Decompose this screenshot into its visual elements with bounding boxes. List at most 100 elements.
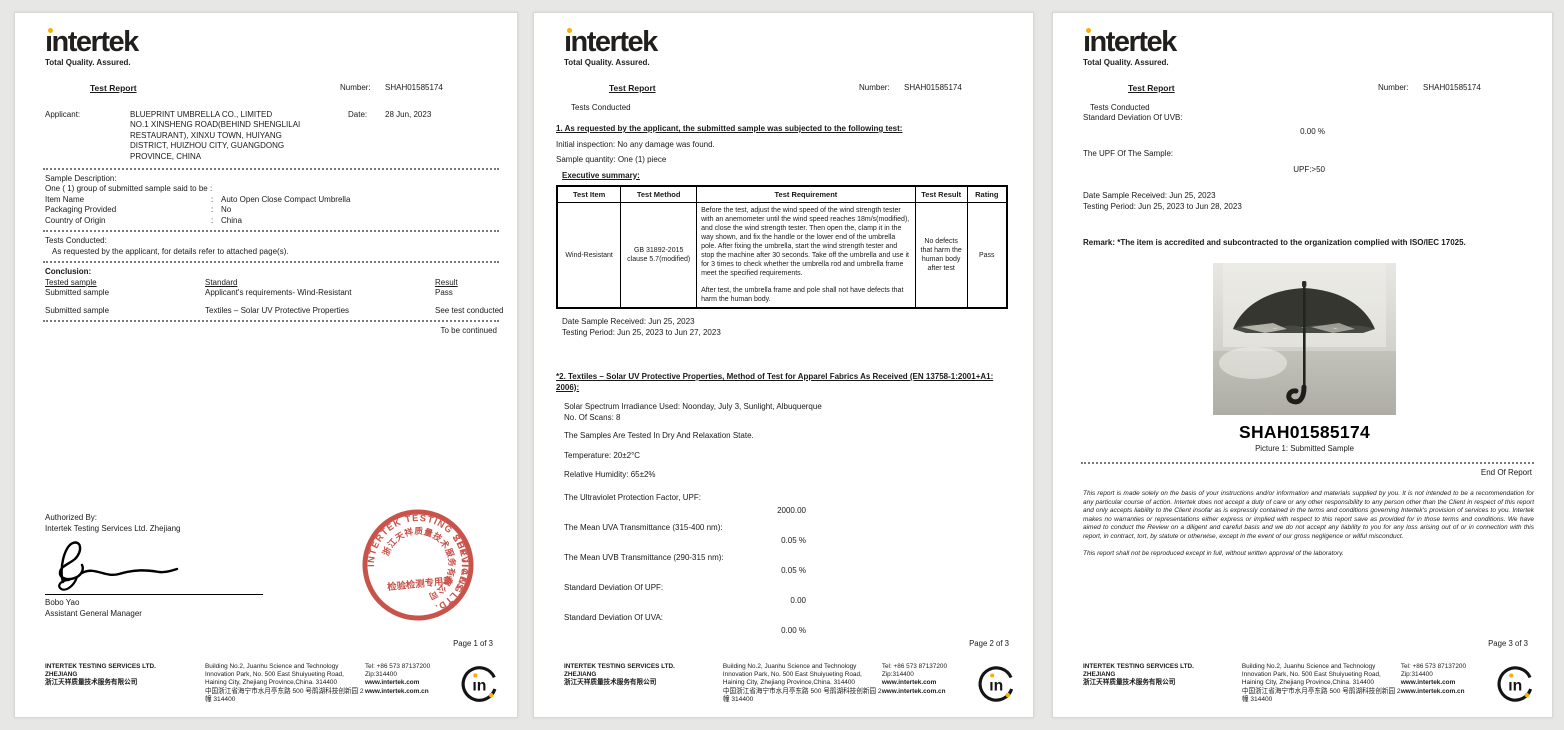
circle-logo-text: ın xyxy=(989,677,1003,694)
irradiance-line: Solar Spectrum Irradiance Used: Noonday,… xyxy=(564,402,822,411)
number-label: Number: xyxy=(1378,82,1409,92)
tests-conducted: Tests Conducted xyxy=(1090,102,1150,112)
disclaimer-paragraph: This report is made solely on the basis … xyxy=(1083,490,1534,540)
report-number: SHAH01585174 xyxy=(385,82,443,92)
logo-tagline: Total Quality. Assured. xyxy=(564,58,650,67)
item-name-label: Item Name xyxy=(45,194,85,204)
uvb-label: Standard Deviation Of UVB: xyxy=(1083,113,1183,122)
requirement-paragraph: Before the test, adjust the wind speed o… xyxy=(701,207,910,277)
applicant-line: DISTRICT, HUIZHOU CITY, GUANGDONG xyxy=(130,141,285,150)
origin-label: Country of Origin xyxy=(45,215,106,225)
colon: : xyxy=(211,205,214,214)
measurement: Standard Deviation Of UVA: 0.00 % xyxy=(564,613,1033,637)
footer-tel: Tel: +86 573 87137200 xyxy=(881,663,948,670)
footer-address: Building No.2, Juanhu Science and Techno… xyxy=(205,663,365,707)
applicant-label: Applicant: xyxy=(45,109,81,119)
report-header: Test Report Number: SHAH01585174 xyxy=(1053,83,1552,95)
signature-icon xyxy=(58,541,179,591)
logo-wordmark: ıntertek xyxy=(1083,26,1177,58)
signer-title: Assistant General Manager xyxy=(45,608,142,618)
logo-yellow-dot-icon xyxy=(567,28,572,33)
remark: Remark: *The item is accredited and subc… xyxy=(1083,238,1466,247)
cell-test-result: No defects that harm the human body afte… xyxy=(914,202,968,309)
circle-logo-text: ın xyxy=(473,678,487,695)
section1-title: 1. As requested by the applicant, the su… xyxy=(556,124,903,133)
report-header: Test Report Number: SHAH01585174 xyxy=(534,83,1033,95)
standard: Applicant's requirements- Wind-Resistant xyxy=(205,288,352,297)
logo-tagline: Total Quality. Assured. xyxy=(45,58,131,67)
result: See test conducted xyxy=(435,305,504,315)
page-footer: INTERTEK TESTING SERVICES LTD. ZHEJIANG … xyxy=(564,663,1017,707)
initial-inspection: Initial inspection: No any damage was fo… xyxy=(556,139,715,149)
applicant-section: Applicant: BLUEPRINT UMBRELLA CO., LIMIT… xyxy=(15,110,517,164)
result: Pass xyxy=(435,288,453,297)
footer-company: INTERTEK TESTING SERVICES LTD. ZHEJIANG … xyxy=(564,663,723,707)
sample-description-line: One ( 1) group of submitted sample said … xyxy=(45,184,213,193)
number-label: Number: xyxy=(340,82,371,92)
report-header: Test Report Number: SHAH01585174 xyxy=(15,83,517,95)
scans-line: No. Of Scans: 8 xyxy=(564,412,621,422)
conclusion-label: Conclusion: xyxy=(45,267,92,276)
footer-company-chinese: 浙江天祥质量技术服务有限公司 xyxy=(1083,679,1176,687)
dotted-separator xyxy=(43,167,499,170)
company-stamp-icon: INTERTEK TESTING SERVICES LTD. ZHEJIANG … xyxy=(361,508,475,621)
applicant-line: RESTAURANT), XINXU TOWN, HUIYANG xyxy=(130,130,282,140)
applicant-line: NO.1 XINSHENG ROAD(BEHIND SHENGLILAI xyxy=(130,120,301,129)
disclaimer-paragraph: This report shall not be reproduced exce… xyxy=(1083,549,1344,557)
temperature-line: Temperature: 20±2°C xyxy=(564,450,641,460)
footer-zip: Zip:314400 xyxy=(1400,671,1433,679)
photo-caption: Picture 1: Submitted Sample xyxy=(1255,444,1354,453)
footer-website: www.intertek.com.cn xyxy=(1400,687,1465,695)
header-test-item: Test Item xyxy=(556,185,622,203)
tests-conducted-label: Tests Conducted: xyxy=(45,236,107,245)
executive-summary-table: Test Item Test Method Test Requirement T… xyxy=(556,185,1008,309)
footer-website: www.intertek.com xyxy=(881,679,937,687)
report-number: SHAH01585174 xyxy=(904,82,962,92)
colon: : xyxy=(211,194,214,204)
footer-address: Building No.2, Juanhu Science and Techno… xyxy=(723,663,882,707)
measurement-value: 0.05 % xyxy=(781,566,806,575)
page-footer: INTERTEK TESTING SERVICES LTD. ZHEJIANG … xyxy=(1083,663,1536,707)
packaging-label: Packaging Provided xyxy=(45,205,117,214)
packaging-row: Packaging Provided : No xyxy=(15,205,517,216)
applicant-line: BLUEPRINT UMBRELLA CO., LIMITED xyxy=(130,109,273,119)
footer-company-name: INTERTEK TESTING SERVICES LTD. xyxy=(1083,663,1194,670)
requirement-paragraph: After test, the umbrella frame and pole … xyxy=(701,287,904,303)
header-test-result: Test Result xyxy=(914,185,968,203)
measurement-label: The Ultraviolet Protection Factor, UPF: xyxy=(564,492,701,502)
dotted-separator xyxy=(43,261,499,263)
sample-photo-block: SHAH01585174 Picture 1: Submitted Sample xyxy=(1213,262,1396,455)
footer-address-en: Building No.2, Juanhu Science and Techno… xyxy=(722,663,862,687)
logo-wordmark: ıntertek xyxy=(564,26,658,58)
footer-contact: Tel: +86 573 87137200 Zip:314400 www.int… xyxy=(365,663,454,707)
signature-block: Authorized By: Intertek Testing Services… xyxy=(45,513,275,619)
dotted-separator xyxy=(43,320,499,322)
photo-number-caption: SHAH01585174 xyxy=(1238,422,1371,442)
signature-line xyxy=(45,594,263,595)
origin-row: Country of Origin : China xyxy=(15,216,517,227)
applicant-line: PROVINCE, CHINA xyxy=(130,151,202,161)
authorized-company: Intertek Testing Services Ltd. Zhejiang xyxy=(45,523,181,533)
footer-company-name: ZHEJIANG xyxy=(564,671,597,679)
section2-title: *2. Textiles – Solar UV Protective Prope… xyxy=(556,372,994,392)
page-title: Test Report xyxy=(90,82,137,93)
table-header-row: Test Item Test Method Test Requirement T… xyxy=(556,185,1008,203)
to-be-continued: To be continued xyxy=(440,326,498,335)
logo-tagline: Total Quality. Assured. xyxy=(1083,58,1169,67)
page-title: Test Report xyxy=(609,82,656,93)
testing-period: Testing Period: Jun 25, 2023 to Jun 27, … xyxy=(562,327,721,337)
executive-summary-label: Executive summary: xyxy=(562,170,640,180)
header-test-method: Test Method xyxy=(620,185,698,203)
header-rating: Rating xyxy=(966,185,1008,203)
measurement: The Ultraviolet Protection Factor, UPF: … xyxy=(564,493,1033,517)
date-label: Date: xyxy=(348,109,368,119)
conclusion-header-row: Tested sample Standard Result xyxy=(45,278,517,289)
measurement-value: 2000.00 xyxy=(777,506,806,515)
upf-value: UPF:>50 xyxy=(1293,164,1325,174)
page-number: Page 3 of 3 xyxy=(1488,639,1528,648)
footer-zip: Zip:314400 xyxy=(881,671,914,679)
page-footer: INTERTEK TESTING SERVICES LTD. ZHEJIANG … xyxy=(45,663,501,707)
footer-company-chinese: 浙江天祥质量技术服务有限公司 xyxy=(564,679,657,687)
footer-address: Building No.2, Juanhu Science and Techno… xyxy=(1242,663,1401,707)
